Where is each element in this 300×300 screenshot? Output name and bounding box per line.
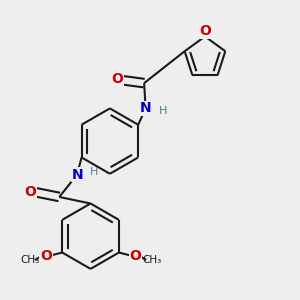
Text: O: O bbox=[40, 248, 52, 262]
Text: CH₃: CH₃ bbox=[142, 255, 161, 265]
Text: H: H bbox=[159, 106, 167, 116]
Text: O: O bbox=[199, 24, 211, 38]
Text: O: O bbox=[129, 248, 141, 262]
Text: N: N bbox=[71, 168, 83, 182]
Text: CH₃: CH₃ bbox=[20, 255, 39, 265]
Text: O: O bbox=[24, 184, 36, 199]
Text: O: O bbox=[111, 72, 123, 86]
Text: H: H bbox=[90, 167, 98, 177]
Text: N: N bbox=[140, 101, 152, 116]
